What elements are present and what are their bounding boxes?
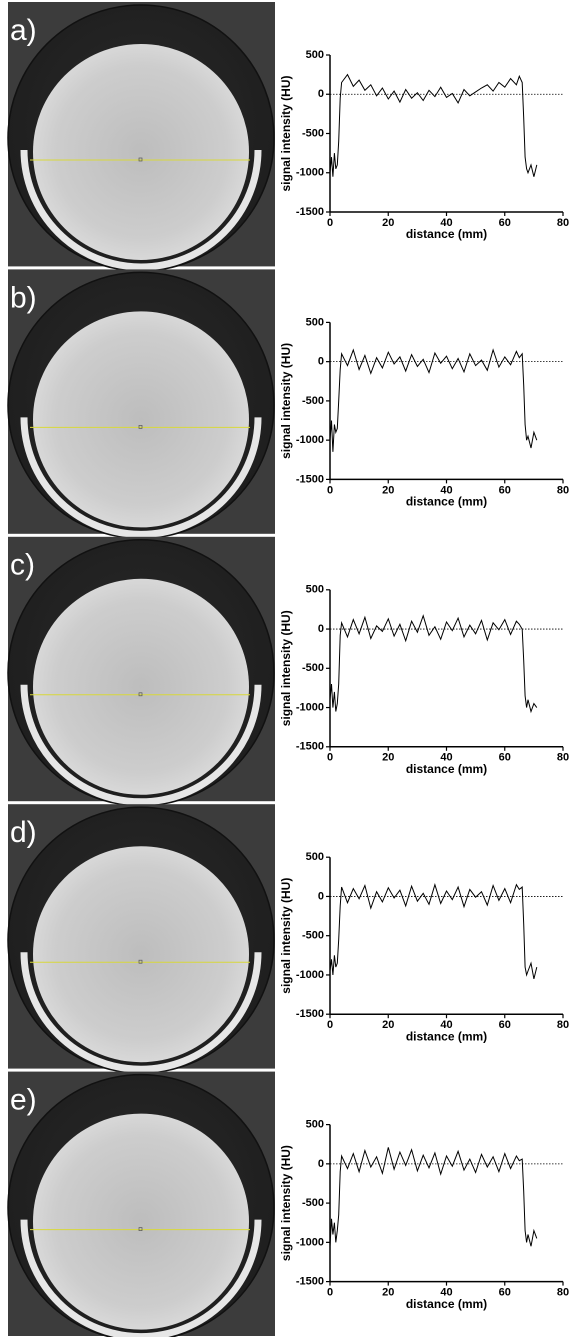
- panel-label: e): [10, 1084, 37, 1117]
- x-axis-label: distance (mm): [406, 495, 487, 509]
- center-marker: [138, 692, 143, 697]
- y-axis-label: signal intensity (HU): [279, 75, 293, 191]
- y-tick-label: 0: [318, 1158, 324, 1170]
- y-tick-label: -1000: [296, 1236, 324, 1248]
- panel: c) -1500 -1000 -500 0 500 0 20 40 60 80 distance (m…: [7, 536, 569, 807]
- phantom-disk: [33, 578, 249, 795]
- x-axis-label: distance (mm): [406, 227, 487, 241]
- center-marker: [138, 157, 143, 162]
- center-marker: [138, 425, 143, 429]
- phantom-shell: [20, 149, 262, 271]
- y-tick-label: 0: [318, 356, 324, 368]
- y-tick-label: 500: [306, 584, 324, 596]
- center-marker: [138, 1227, 143, 1231]
- x-axis-label: distance (mm): [406, 1297, 487, 1311]
- x-tick-label: 40: [440, 217, 452, 229]
- x-tick-label: 0: [327, 752, 333, 764]
- phantom-shell: [20, 417, 262, 538]
- profile-line: [329, 614, 538, 714]
- y-tick-label: 0: [318, 890, 324, 902]
- x-tick-label: 60: [499, 1287, 511, 1299]
- y-tick-label: -1000: [296, 701, 324, 713]
- ct-image: [7, 1071, 275, 1337]
- y-tick-label: -500: [302, 930, 324, 942]
- phantom-disk: [33, 1113, 249, 1330]
- x-tick-label: 20: [382, 484, 394, 496]
- panel-label: c): [10, 549, 35, 582]
- phantom-disk: [33, 846, 249, 1063]
- y-tick-label: -1000: [296, 434, 324, 446]
- y-tick-label: -1500: [296, 1008, 324, 1020]
- y-tick-label: -1500: [296, 1276, 324, 1288]
- panel-label: b): [10, 281, 37, 314]
- x-tick-label: 60: [499, 1019, 511, 1031]
- profile-line: [329, 348, 538, 452]
- x-tick-label: 0: [327, 484, 333, 496]
- x-tick-label: 20: [382, 1019, 394, 1031]
- x-tick-label: 20: [382, 752, 394, 764]
- y-axis-label: signal intensity (HU): [279, 610, 293, 726]
- y-tick-label: -1500: [296, 741, 324, 753]
- x-tick-label: 60: [499, 752, 511, 764]
- x-tick-label: 0: [327, 1019, 333, 1031]
- y-tick-label: 500: [306, 851, 324, 863]
- x-tick-label: 60: [499, 484, 511, 496]
- panel-label: d): [10, 816, 37, 849]
- y-tick-label: -1500: [296, 206, 324, 218]
- x-tick-label: 80: [557, 1019, 569, 1031]
- x-tick-label: 40: [440, 1287, 452, 1299]
- center-marker: [138, 959, 143, 964]
- profile-line: [329, 1147, 538, 1247]
- x-tick-label: 20: [382, 217, 394, 229]
- x-axis-label: distance (mm): [406, 1029, 487, 1043]
- x-tick-label: 40: [440, 484, 452, 496]
- y-tick-label: -500: [302, 395, 324, 407]
- x-tick-label: 60: [499, 217, 511, 229]
- x-tick-label: 80: [557, 217, 569, 229]
- profile-line: [329, 882, 538, 980]
- y-tick-label: -1000: [296, 969, 324, 981]
- panel-label: a): [10, 14, 37, 47]
- phantom-shell: [20, 684, 262, 806]
- y-tick-label: -1500: [296, 473, 324, 485]
- y-tick-label: 0: [318, 623, 324, 635]
- panel: e) -1500 -1000 -500 0 500 0 20 40 60 80 distance (m…: [7, 1071, 569, 1337]
- y-tick-label: -1000: [296, 167, 324, 179]
- y-tick-label: 500: [306, 49, 324, 61]
- x-tick-label: 40: [440, 1019, 452, 1031]
- x-tick-label: 80: [557, 752, 569, 764]
- profile-line: [329, 73, 538, 177]
- y-axis-label: signal intensity (HU): [279, 1145, 293, 1261]
- x-tick-label: 40: [440, 752, 452, 764]
- x-tick-label: 80: [557, 1287, 569, 1299]
- ct-image: [7, 804, 275, 1074]
- y-tick-label: -500: [302, 1197, 324, 1209]
- x-tick-label: 0: [327, 1287, 333, 1299]
- y-tick-label: 0: [318, 88, 324, 100]
- y-tick-label: -500: [302, 662, 324, 674]
- phantom-disk: [33, 44, 249, 260]
- y-tick-label: 500: [306, 1119, 324, 1131]
- y-axis-label: signal intensity (HU): [279, 343, 293, 459]
- x-axis-label: distance (mm): [406, 762, 487, 776]
- y-tick-label: -500: [302, 127, 324, 139]
- y-tick-label: 500: [306, 316, 324, 328]
- x-tick-label: 80: [557, 484, 569, 496]
- phantom-shell: [20, 952, 262, 1073]
- ct-image: [7, 2, 275, 272]
- y-axis-label: signal intensity (HU): [279, 878, 293, 994]
- ct-image: [7, 269, 275, 540]
- x-tick-label: 0: [327, 217, 333, 229]
- ct-image: [7, 536, 275, 807]
- panel: a) -1500 -1000 -500 0 500 0 20 40 60 80 distance (m…: [7, 2, 569, 272]
- phantom-disk: [33, 311, 249, 528]
- x-tick-label: 20: [382, 1287, 394, 1299]
- panel: d) -1500 -1000 -500 0 500 0 20 40 60 80 distance (m…: [7, 804, 569, 1074]
- panel: b) -1500 -1000 -500 0 500 0 20 40 60 80 distance (m…: [7, 269, 569, 540]
